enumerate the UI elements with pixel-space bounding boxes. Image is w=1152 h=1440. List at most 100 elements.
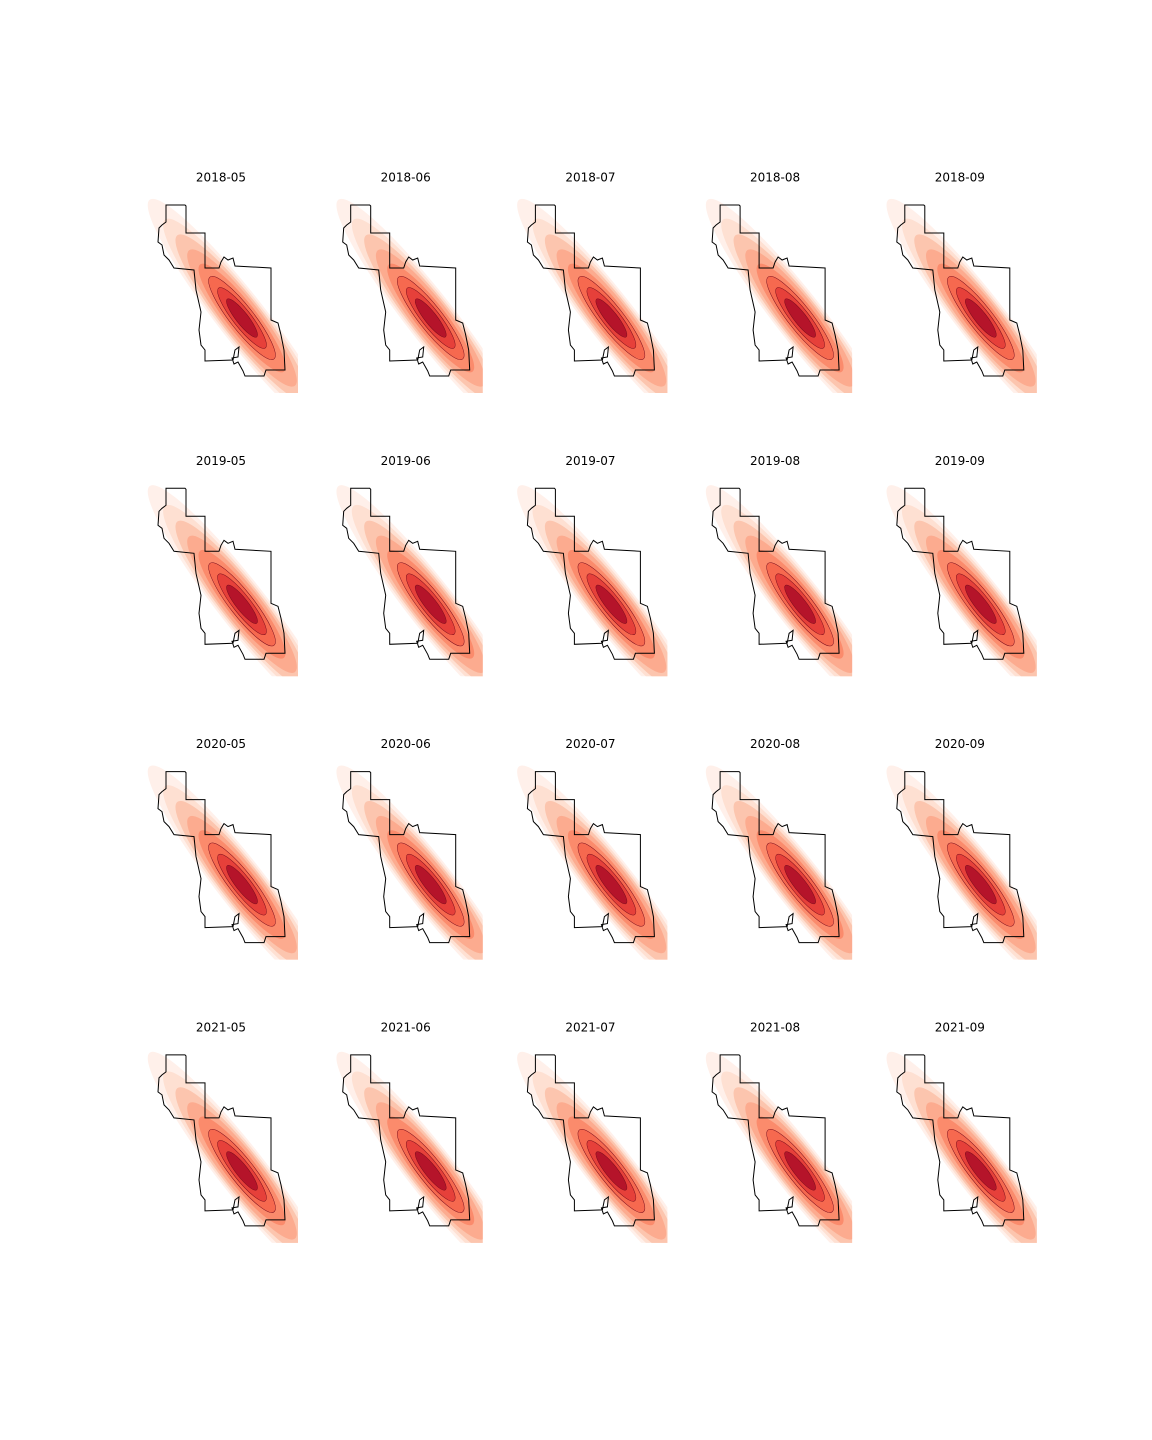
region-boundary: [526, 487, 655, 660]
map-panel: [705, 485, 853, 677]
density-contours: [705, 1051, 853, 1243]
region-boundary: [157, 771, 286, 944]
density-level: [595, 865, 628, 905]
map-panel: [517, 485, 668, 677]
panel-title: 2021-05: [196, 1020, 246, 1034]
density-level: [595, 298, 628, 338]
density-level: [595, 584, 628, 624]
panel-title: 2021-06: [381, 1020, 431, 1034]
density-level: [965, 584, 997, 624]
panel-title: 2020-05: [196, 737, 246, 751]
density-contours: [886, 485, 1037, 677]
region-boundary: [896, 771, 1025, 944]
density-level: [965, 865, 997, 905]
region-boundary: [711, 771, 840, 944]
panel-title: 2019-05: [196, 454, 246, 468]
density-contours: [705, 485, 853, 677]
density-level: [414, 298, 447, 338]
panel-title: 2018-08: [750, 171, 800, 185]
map-panel: [147, 485, 298, 677]
region-boundary: [526, 204, 655, 377]
panel-title: 2018-05: [196, 171, 246, 185]
density-level: [226, 298, 258, 338]
panel-title: 2018-09: [935, 171, 985, 185]
density-level: [784, 298, 816, 338]
density-contours: [517, 198, 668, 393]
density-level: [226, 865, 258, 905]
density-contours: [517, 1051, 668, 1243]
region-boundary: [896, 1054, 1025, 1227]
density-contours: [336, 485, 483, 677]
region-boundary: [342, 487, 471, 660]
density-level: [784, 584, 816, 624]
map-panel: [147, 765, 298, 960]
map-panel: [705, 765, 853, 960]
region-boundary: [157, 487, 286, 660]
density-contours: [147, 1051, 298, 1243]
region-boundary: [342, 204, 471, 377]
map-panel: [147, 198, 298, 393]
map-panel: [705, 1051, 853, 1243]
map-panel: [336, 198, 483, 393]
panel-title: 2020-09: [935, 737, 985, 751]
region-boundary: [342, 1054, 471, 1227]
density-level: [784, 1151, 816, 1191]
density-level: [595, 1151, 628, 1191]
map-panel: [517, 765, 668, 960]
region-boundary: [526, 1054, 655, 1227]
density-contours: [147, 485, 298, 677]
density-level: [965, 298, 997, 338]
map-panel: [886, 765, 1037, 960]
region-boundary: [711, 487, 840, 660]
panel-title: 2018-07: [565, 171, 615, 185]
panel-title: 2021-07: [565, 1020, 615, 1034]
panel-title: 2018-06: [381, 171, 431, 185]
density-level: [414, 1151, 447, 1191]
density-contours: [517, 765, 668, 960]
density-level: [784, 865, 816, 905]
map-panel: [336, 485, 483, 677]
density-contours: [886, 1051, 1037, 1243]
region-boundary: [157, 204, 286, 377]
map-panel: [336, 1051, 483, 1243]
density-contours: [336, 765, 483, 960]
panel-title: 2020-08: [750, 737, 800, 751]
panel-title: 2020-06: [381, 737, 431, 751]
region-boundary: [711, 204, 840, 377]
region-boundary: [896, 204, 1025, 377]
region-boundary: [526, 771, 655, 944]
density-level: [965, 1151, 997, 1191]
density-contours: [336, 198, 483, 393]
density-level: [414, 865, 447, 905]
map-panel: [517, 198, 668, 393]
panel-title: 2021-09: [935, 1020, 985, 1034]
density-contours: [886, 198, 1037, 393]
panel-title: 2020-07: [565, 737, 615, 751]
region-boundary: [342, 771, 471, 944]
map-panel: [336, 765, 483, 960]
density-level: [226, 1151, 258, 1191]
region-boundary: [157, 1054, 286, 1227]
map-panel: [147, 1051, 298, 1243]
panel-title: 2019-08: [750, 454, 800, 468]
density-contours: [705, 765, 853, 960]
panel-title: 2019-09: [935, 454, 985, 468]
density-contours: [147, 198, 298, 393]
density-contours: [147, 765, 298, 960]
density-contours: [336, 1051, 483, 1243]
density-contours: [705, 198, 853, 393]
region-boundary: [711, 1054, 840, 1227]
map-panel: [886, 198, 1037, 393]
density-contours: [886, 765, 1037, 960]
map-panel: [705, 198, 853, 393]
map-panel: [517, 1051, 668, 1243]
map-panel: [886, 485, 1037, 677]
density-contours: [517, 485, 668, 677]
density-level: [226, 584, 258, 624]
map-panel: [886, 1051, 1037, 1243]
panel-title: 2021-08: [750, 1020, 800, 1034]
region-boundary: [896, 487, 1025, 660]
panel-title: 2019-07: [565, 454, 615, 468]
panel-title: 2019-06: [381, 454, 431, 468]
